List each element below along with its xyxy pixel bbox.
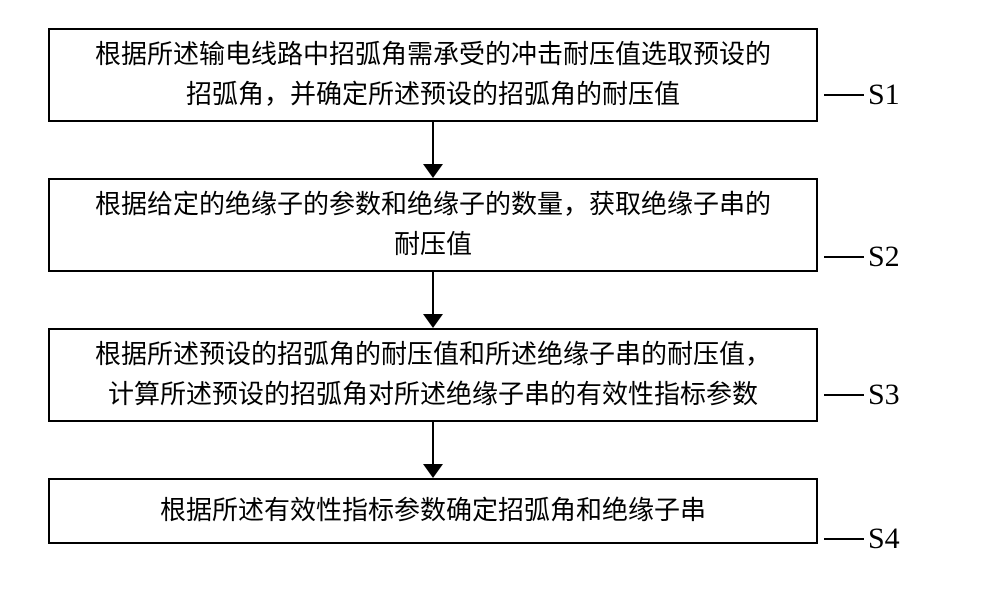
flow-arrow — [432, 272, 434, 314]
flow-step-S2: 根据给定的绝缘子的参数和绝缘子的数量，获取绝缘子串的 耐压值 — [48, 178, 818, 272]
flow-arrow — [432, 122, 434, 164]
flow-step-label: S2 — [868, 240, 900, 274]
flow-step-text: 根据所述有效性指标参数确定招弧角和绝缘子串 — [160, 491, 706, 531]
flow-arrow-head-icon — [423, 464, 443, 478]
label-connector — [824, 394, 864, 396]
flow-step-label: S4 — [868, 522, 900, 556]
flow-step-S1: 根据所述输电线路中招弧角需承受的冲击耐压值选取预设的 招弧角，并确定所述预设的招… — [48, 28, 818, 122]
label-connector — [824, 538, 864, 540]
flow-step-label: S1 — [868, 78, 900, 112]
flow-step-S3: 根据所述预设的招弧角的耐压值和所述绝缘子串的耐压值， 计算所述预设的招弧角对所述… — [48, 328, 818, 422]
label-connector — [824, 256, 864, 258]
flow-arrow-head-icon — [423, 314, 443, 328]
flow-step-text: 根据所述输电线路中招弧角需承受的冲击耐压值选取预设的 招弧角，并确定所述预设的招… — [95, 35, 771, 116]
label-connector — [824, 94, 864, 96]
flowchart-canvas: 根据所述输电线路中招弧角需承受的冲击耐压值选取预设的 招弧角，并确定所述预设的招… — [0, 0, 1000, 602]
flow-step-text: 根据给定的绝缘子的参数和绝缘子的数量，获取绝缘子串的 耐压值 — [95, 185, 771, 266]
flow-step-label: S3 — [868, 378, 900, 412]
flow-arrow-head-icon — [423, 164, 443, 178]
flow-step-S4: 根据所述有效性指标参数确定招弧角和绝缘子串 — [48, 478, 818, 544]
flow-arrow — [432, 422, 434, 464]
flow-step-text: 根据所述预设的招弧角的耐压值和所述绝缘子串的耐压值， 计算所述预设的招弧角对所述… — [95, 335, 771, 416]
